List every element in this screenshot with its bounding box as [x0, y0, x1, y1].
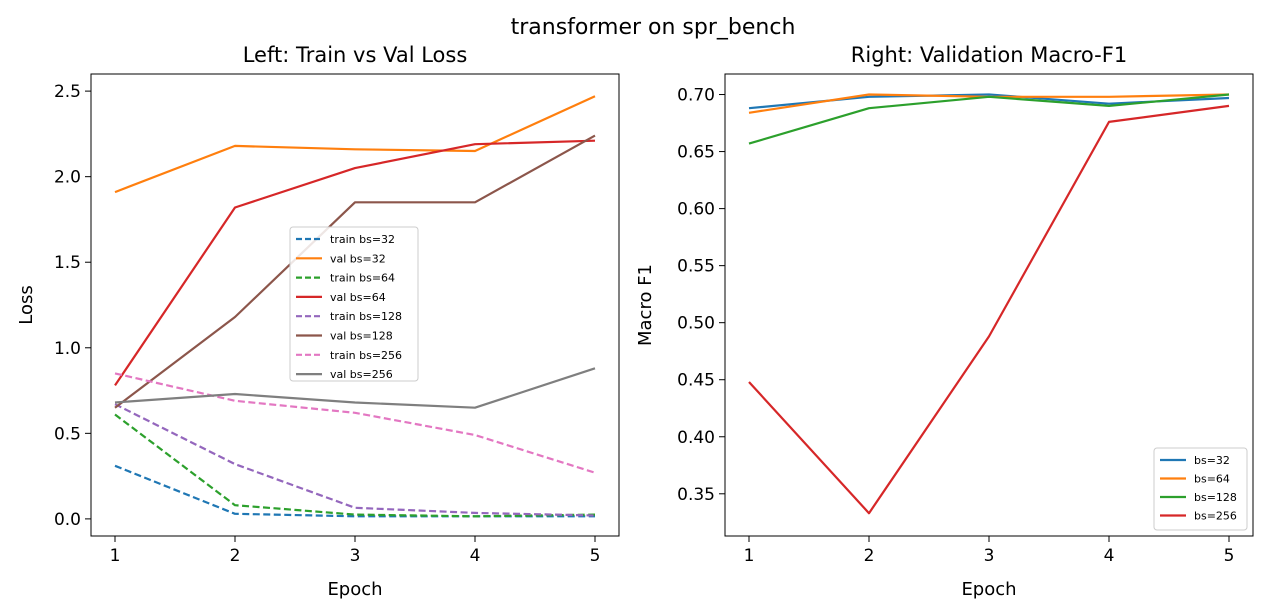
right-x-axis-label: Epoch	[961, 579, 1016, 600]
x-tick-label: 1	[744, 546, 755, 566]
y-tick-label: 0.40	[677, 428, 715, 448]
left-chart-title: Left: Train vs Val Loss	[243, 43, 468, 67]
legend-entry-label: bs=32	[1194, 454, 1230, 467]
legend-entry-label: train bs=64	[330, 272, 395, 285]
series-line-left-7	[114, 367, 596, 409]
series-line-left-5	[114, 134, 596, 409]
series-line-left-6	[114, 372, 596, 474]
legend-box	[289, 226, 419, 382]
y-tick-label: 0.45	[677, 371, 715, 391]
legend-entry-label: bs=256	[1194, 510, 1237, 523]
series-line-left-0	[114, 464, 595, 518]
legend-entry-label: train bs=256	[330, 349, 402, 362]
x-tick-label: 5	[1224, 546, 1235, 566]
legend-box	[1153, 447, 1248, 531]
y-tick-label: 1.5	[54, 253, 81, 273]
right-f1-chart: Right: Validation Macro-F1 1 2 3 4 5 0.35 0.40…	[635, 43, 1254, 600]
x-tick-label: 4	[1104, 546, 1115, 566]
y-tick-label: 0.55	[677, 257, 715, 277]
y-tick-label: 0.60	[677, 200, 715, 220]
legend-entry-label: val bs=128	[330, 330, 393, 343]
series-line-right-3	[748, 104, 1230, 515]
y-tick-label: 2.5	[54, 82, 81, 102]
x-tick-label: 3	[984, 546, 995, 566]
right-chart-title: Right: Validation Macro-F1	[851, 43, 1127, 67]
series-line-right-2	[748, 93, 1230, 145]
x-tick-label: 1	[110, 546, 121, 566]
series-line-left-2	[114, 413, 596, 518]
y-tick-label: 0.35	[677, 485, 715, 505]
right-y-axis-label: Macro F1	[635, 264, 656, 346]
y-tick-label: 1.0	[54, 339, 81, 359]
left-loss-chart: Left: Train vs Val Loss 1 2 3 4 5 0.0 0.5 1.0 1.…	[16, 43, 620, 600]
figure-suptitle: transformer on spr_bench	[511, 15, 796, 40]
legend-entry-label: bs=64	[1194, 473, 1230, 486]
series-line-left-4	[114, 403, 596, 517]
x-tick-label: 5	[590, 546, 601, 566]
x-tick-label: 2	[864, 546, 875, 566]
legend-entry-label: train bs=32	[330, 233, 395, 246]
y-tick-label: 0.5	[54, 424, 81, 444]
y-tick-label: 2.0	[54, 168, 81, 188]
series-line-left-3	[114, 139, 596, 387]
y-tick-label: 0.50	[677, 314, 715, 334]
legend-entry-label: bs=128	[1194, 491, 1237, 504]
legend-entry-label: val bs=32	[330, 252, 386, 265]
x-tick-label: 3	[350, 546, 361, 566]
y-tick-label: 0.70	[677, 86, 715, 106]
y-tick-label: 0.0	[54, 510, 81, 530]
left-legend: train bs=32 val bs=32 train bs=64 val bs=64…	[289, 226, 419, 382]
legend-entry-label: val bs=256	[330, 368, 393, 381]
left-y-axis-label: Loss	[16, 285, 37, 324]
x-tick-label: 4	[470, 546, 481, 566]
series-line-left-1	[114, 95, 596, 194]
x-tick-label: 2	[230, 546, 241, 566]
legend-entry-label: val bs=64	[330, 291, 386, 304]
left-x-axis-label: Epoch	[327, 579, 382, 600]
y-tick-label: 0.65	[677, 143, 715, 163]
right-legend: bs=32 bs=64 bs=128 bs=256	[1153, 447, 1248, 531]
legend-entry-label: train bs=128	[330, 310, 402, 323]
